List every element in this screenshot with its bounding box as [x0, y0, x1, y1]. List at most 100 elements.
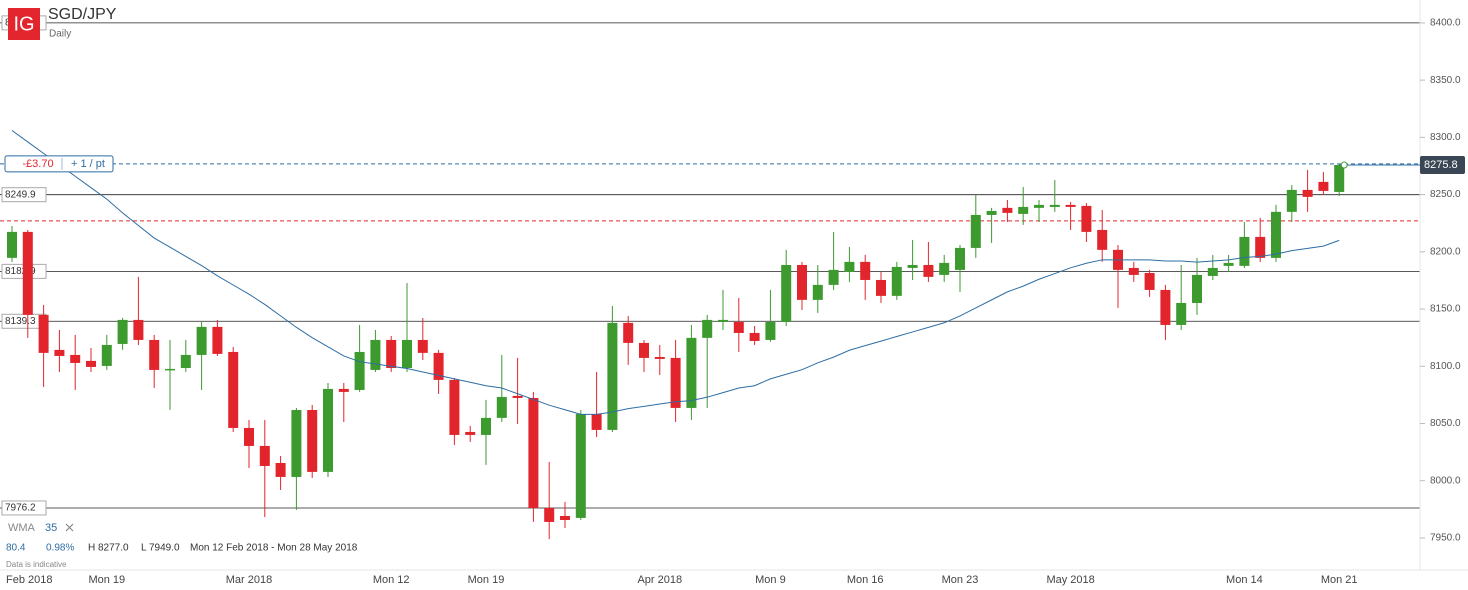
x-tick-label: Mon 12 — [373, 574, 410, 586]
low: L 7949.0 — [141, 543, 180, 554]
candle-body — [496, 396, 507, 418]
candle-body — [528, 397, 539, 508]
x-tick-label: Apr 2018 — [637, 574, 682, 586]
candle-body — [1334, 165, 1345, 192]
y-tick-label: 8250.0 — [1430, 189, 1461, 200]
candle-body — [591, 413, 602, 430]
change: 80.4 — [6, 543, 26, 554]
candle-body — [386, 339, 397, 368]
candle-body — [560, 515, 570, 520]
position-pnl: -£3.70 — [22, 158, 53, 170]
x-tick-label: Mon 19 — [468, 574, 505, 586]
candle-body — [702, 319, 713, 338]
candle-body — [228, 351, 239, 428]
wma-line — [11, 130, 1340, 415]
candle-body — [291, 409, 302, 477]
candle-body — [1255, 236, 1266, 258]
indicator-name: WMA — [8, 522, 36, 534]
candle-body — [1081, 205, 1092, 232]
candle-body — [1302, 189, 1313, 197]
candle-body — [1002, 207, 1013, 213]
candle-body — [1065, 204, 1076, 207]
candle-body — [544, 507, 555, 522]
candle-body — [165, 368, 175, 371]
x-tick-label: Mon 16 — [847, 574, 884, 586]
level-label-box — [1, 500, 47, 516]
title: SGD/JPY — [48, 6, 117, 23]
candle-body — [259, 445, 270, 466]
candle-body — [923, 264, 934, 277]
candle-body — [986, 210, 997, 215]
position-tag-box — [4, 155, 114, 173]
candle-body — [275, 462, 286, 477]
candle-body — [828, 269, 839, 285]
candle-body — [1034, 204, 1044, 208]
overlay-layer: -£3.70 + 1 / pt 8275.8 — [4, 155, 1465, 175]
date-range: Mon 12 Feb 2018 - Mon 28 May 2018 — [190, 543, 358, 554]
level-label: 8249.9 — [5, 189, 36, 200]
candle-body — [1192, 274, 1202, 303]
candle-body — [133, 319, 144, 340]
candle-body — [101, 344, 112, 366]
y-tick-label: 8150.0 — [1430, 304, 1461, 315]
x-tick-label: Mon 19 — [88, 574, 125, 586]
candle-body — [1318, 181, 1329, 191]
candle-body — [1223, 262, 1234, 266]
candle-body — [244, 427, 254, 446]
candle-body — [939, 262, 950, 275]
level-label: 8182.9 — [5, 266, 36, 277]
candle-body — [433, 352, 444, 380]
indicator-period: 35 — [45, 522, 57, 534]
candle-body — [623, 322, 634, 343]
candle-body — [1128, 267, 1139, 275]
position-tag[interactable]: -£3.70 + 1 / pt — [4, 155, 114, 173]
x-tick-label: Mar 2018 — [226, 574, 272, 586]
candle-body — [812, 284, 823, 300]
candle-body — [1286, 189, 1297, 212]
logo-box — [8, 8, 40, 40]
candle-body — [749, 332, 760, 341]
candle-body — [718, 319, 728, 322]
last-price-label: 8275.8 — [1424, 159, 1458, 171]
candle-body — [781, 264, 792, 322]
note: Data is indicative — [6, 560, 67, 569]
level-label: 8139.3 — [5, 316, 36, 327]
candle-body — [38, 314, 49, 353]
candle-body — [180, 354, 191, 368]
candle-body — [670, 357, 681, 408]
candle-body — [891, 266, 902, 296]
y-tick-label: 8300.0 — [1430, 132, 1461, 143]
logo: IG — [13, 13, 34, 35]
y-tick-label: 8000.0 — [1430, 475, 1461, 486]
candle-body — [149, 339, 160, 370]
y-tick-label: 8350.0 — [1430, 75, 1461, 86]
level-label: 7976.2 — [5, 503, 36, 514]
level-label-box — [1, 187, 47, 203]
candle-body — [1271, 211, 1281, 258]
candle-body — [654, 356, 665, 359]
remove-indicator[interactable] — [65, 523, 74, 532]
candle-body — [212, 326, 223, 354]
candle-body — [117, 319, 128, 344]
candle-body — [323, 388, 333, 472]
x-tick-label: May 2018 — [1046, 574, 1094, 586]
candle-body — [575, 413, 586, 518]
last-price-box — [1420, 156, 1465, 175]
candle-body — [860, 261, 871, 280]
candle-body — [765, 321, 776, 340]
candle-body — [955, 247, 965, 270]
candle-body — [907, 264, 918, 268]
x-tick-label: Mon 21 — [1321, 574, 1358, 586]
candle-body — [54, 349, 65, 356]
candle-body — [733, 321, 744, 333]
candle-body — [607, 322, 618, 430]
candle-body — [1176, 302, 1187, 325]
candle-body — [370, 339, 381, 370]
candle-body — [481, 417, 491, 435]
x-tick-label: Mon 14 — [1226, 574, 1263, 586]
y-tick-label: 8200.0 — [1430, 246, 1461, 257]
candle-body — [797, 264, 807, 300]
candle-body — [70, 354, 81, 363]
